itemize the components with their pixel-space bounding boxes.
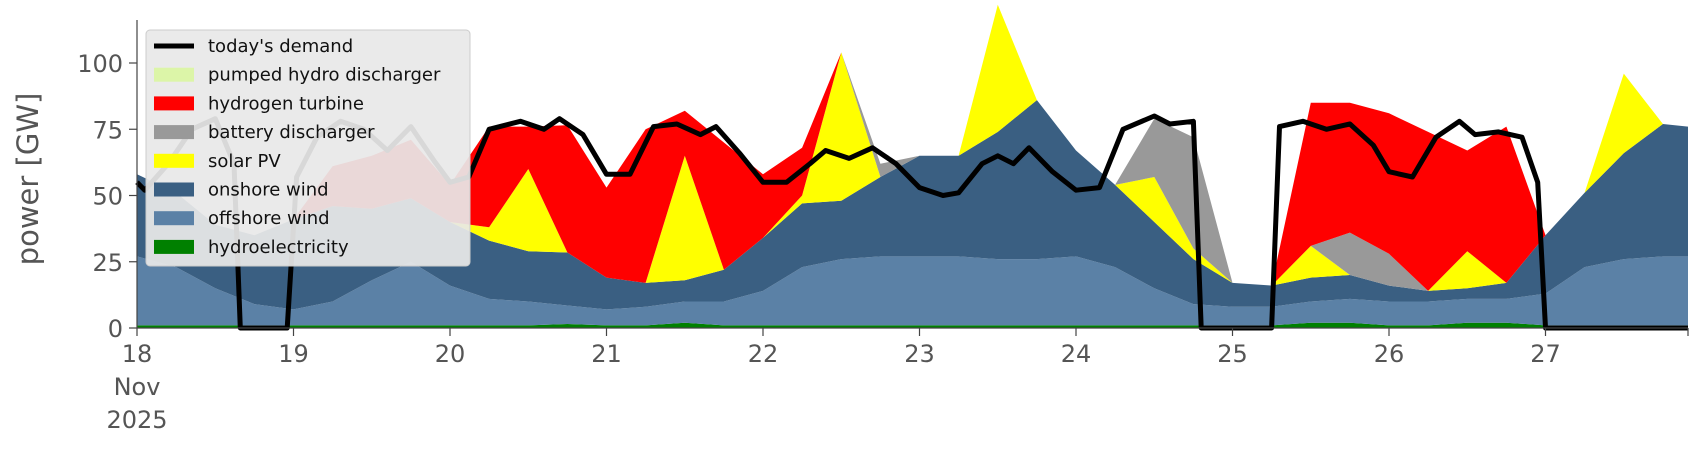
legend-label: battery discharger [208,122,375,143]
x-tick-label: 26 [1374,340,1405,368]
legend-label: hydrogen turbine [208,93,364,114]
x-tick-label: 20 [435,340,466,368]
x-axis: 18 Nov 2025 19 20 21 22 23 24 25 26 27 [106,327,1689,434]
x-tick-label: 19 [278,340,309,368]
legend-label: today's demand [208,36,353,57]
x-ticks: 18 Nov 2025 19 20 21 22 23 24 25 26 27 [106,328,1689,434]
y-tick-label: 100 [77,50,123,78]
y-tick-label: 25 [92,249,123,277]
y-tick-label: 75 [92,116,123,144]
legend-swatch [154,125,194,140]
legend-label: onshore wind [208,180,329,201]
x-tick-label: 18 [122,340,153,368]
legend-swatch [154,153,194,168]
stacked-areas [137,4,1688,328]
x-tick-label: 24 [1061,340,1092,368]
legend-swatch [154,211,194,226]
y-tick-label: 50 [92,183,123,211]
x-tick-label: Nov [114,373,161,401]
legend-swatch [154,96,194,111]
x-tick-label: 21 [591,340,622,368]
plot-area [135,4,1688,331]
legend-frame [145,29,471,267]
y-ticks: 0 25 50 75 100 [77,50,137,343]
y-axis: 0 25 50 75 100 power [GW] [11,20,138,343]
area-hydroelectricity [137,322,1688,328]
legend-swatch [154,239,194,254]
area-solar-pv [137,4,1688,291]
legend-label: pumped hydro discharger [208,65,441,86]
area-hydrogen-turbine [137,4,1688,291]
x-tick-label: 27 [1530,340,1561,368]
y-tick-label: 0 [108,315,123,343]
x-tick-label: 25 [1217,340,1248,368]
legend-label: hydroelectricity [208,237,349,258]
legend-label: offshore wind [208,208,330,229]
y-axis-label: power [GW] [11,93,45,266]
area-offshore-wind [137,256,1688,326]
legend-label: solar PV [208,151,281,172]
x-tick-label: 22 [748,340,779,368]
area-onshore-wind [137,100,1688,310]
legend: today's demand pumped hydro discharger hyd… [145,29,471,267]
legend-entries: today's demand pumped hydro discharger hyd… [154,36,441,258]
x-tick-label: 2025 [106,406,167,434]
x-tick-label: 23 [904,340,935,368]
legend-swatch [154,182,194,197]
legend-swatch [154,67,194,82]
